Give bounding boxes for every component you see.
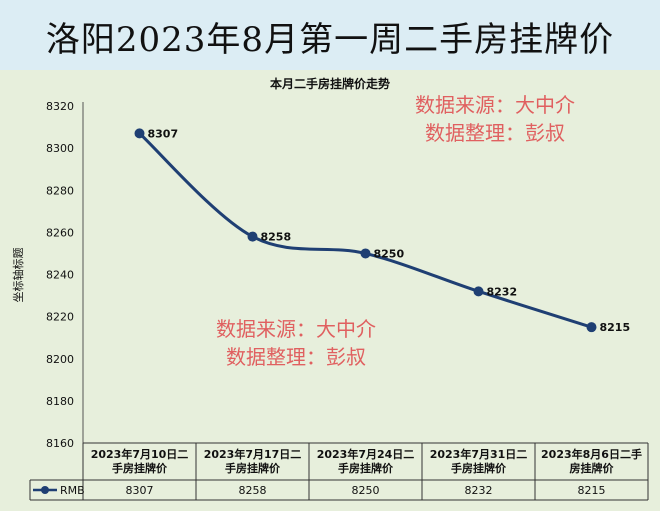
data-point (247, 231, 258, 242)
table-value-cell: 8258 (239, 484, 267, 497)
data-label: 8215 (600, 321, 631, 334)
y-tick-label: 8320 (46, 100, 74, 113)
data-point (586, 322, 597, 333)
y-tick-label: 8220 (46, 311, 74, 324)
x-category-label: 2023年8月6日二手房挂牌价 (541, 447, 642, 475)
data-label: 8258 (261, 231, 292, 244)
legend-series-name: RMB (60, 484, 85, 497)
data-point (134, 128, 145, 139)
chart-area (0, 70, 660, 511)
y-tick-label: 8240 (46, 269, 74, 282)
series-line (138, 132, 592, 329)
y-tick-label: 8260 (46, 226, 74, 239)
watermark-source: 数据来源：大中介 (415, 93, 575, 117)
x-category-label: 2023年7月10日二手房挂牌价 (91, 447, 189, 475)
x-category-label: 2023年7月24日二手房挂牌价 (317, 447, 415, 475)
watermark-compiler: 数据整理：彭叔 (226, 345, 366, 369)
y-tick-label: 8200 (46, 353, 74, 366)
x-category-label: 2023年7月31日二手房挂牌价 (430, 447, 528, 475)
y-axis-title: 坐标轴标题 (11, 248, 25, 303)
watermark-source: 数据来源：大中介 (216, 317, 376, 341)
y-tick-label: 8180 (46, 395, 74, 408)
title-banner: 洛阳2023年8月第一周二手房挂牌价 (0, 0, 660, 70)
data-point (473, 286, 484, 297)
table-value-cell: 8215 (578, 484, 606, 497)
data-label: 8307 (148, 127, 179, 140)
data-point (360, 248, 371, 259)
legend-marker (41, 486, 49, 494)
x-category-label: 2023年7月17日二手房挂牌价 (204, 447, 302, 475)
chart-title: 本月二手房挂牌价走势 (270, 76, 390, 91)
y-tick-label: 8280 (46, 184, 74, 197)
y-tick-label: 8160 (46, 437, 74, 450)
watermark-compiler: 数据整理：彭叔 (425, 121, 565, 145)
y-tick-label: 8300 (46, 142, 74, 155)
data-label: 8250 (374, 247, 405, 260)
table-value-cell: 8307 (126, 484, 154, 497)
page-title: 洛阳2023年8月第一周二手房挂牌价 (45, 20, 615, 60)
table-value-cell: 8232 (465, 484, 493, 497)
data-label: 8232 (487, 285, 518, 298)
table-value-cell: 8250 (352, 484, 380, 497)
